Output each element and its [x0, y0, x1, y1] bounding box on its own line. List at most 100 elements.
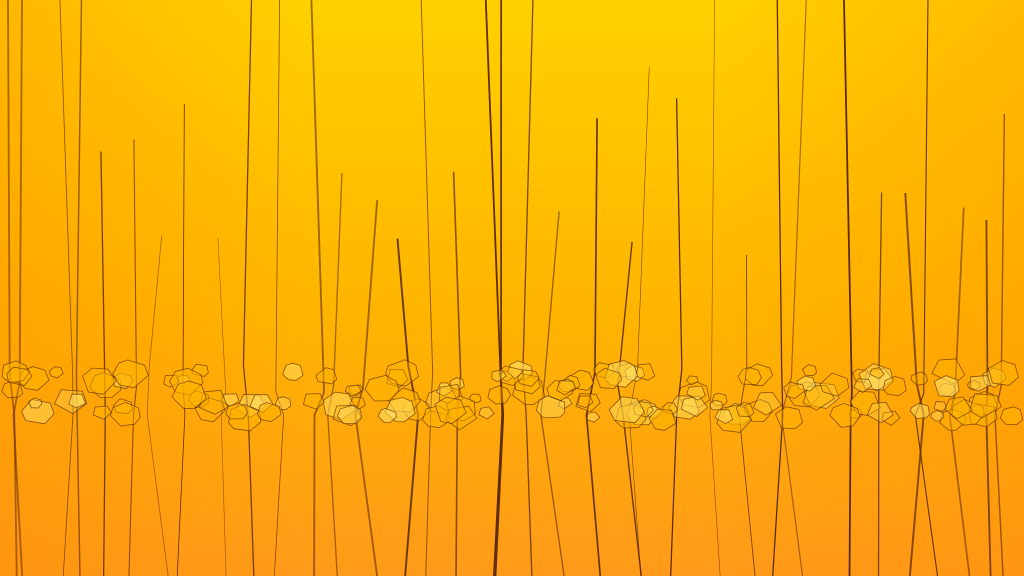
glass-shard — [933, 375, 960, 398]
crack-line — [617, 241, 642, 576]
glass-shard — [614, 403, 647, 429]
glass-shard — [752, 391, 783, 416]
glass-shard — [556, 380, 577, 396]
glass-shard — [386, 369, 409, 388]
glass-shard — [112, 398, 133, 414]
glass-shard — [866, 401, 894, 424]
glass-shard — [819, 372, 850, 397]
glass-shard — [48, 366, 64, 379]
crack-line — [310, 0, 326, 576]
glass-shard — [434, 396, 467, 424]
glass-shard — [987, 360, 1019, 386]
glass-shard — [869, 367, 885, 380]
glass-shard — [377, 407, 397, 424]
glass-shard — [677, 381, 710, 408]
crack-line — [772, 0, 784, 576]
glass-shard — [686, 385, 706, 401]
glass-shard — [853, 378, 873, 393]
glass-shard — [491, 369, 507, 383]
glass-shard — [478, 406, 495, 420]
crack-line — [628, 67, 650, 576]
glass-shard — [337, 404, 363, 425]
glass-shard — [802, 364, 818, 377]
crack-line — [948, 207, 971, 576]
glass-shard — [714, 409, 734, 425]
crack-line — [585, 118, 602, 576]
glass-shard — [535, 395, 566, 419]
crack-line — [420, 0, 434, 576]
glass-shard — [315, 367, 338, 385]
glass-shard — [92, 405, 112, 420]
glass-shard — [586, 411, 601, 423]
glass-shard — [910, 371, 928, 386]
glass-shard — [82, 367, 117, 395]
glass-shard — [802, 384, 835, 411]
glass-shard — [969, 375, 991, 392]
crack-line — [12, 0, 24, 576]
crack-line — [522, 0, 534, 576]
crack-line — [100, 151, 106, 576]
glass-shard — [487, 385, 512, 405]
glass-shard — [171, 380, 207, 410]
glass-shard — [709, 399, 724, 411]
glass-shard — [575, 393, 601, 413]
glass-shard — [344, 384, 362, 398]
glass-shard — [796, 375, 817, 392]
glass-shard — [302, 393, 325, 410]
crack-line — [540, 211, 565, 576]
glass-shard — [498, 365, 525, 387]
crack-line — [217, 238, 227, 576]
glass-shard — [1, 360, 30, 384]
glass-shard — [881, 410, 901, 426]
glass-shard — [256, 402, 282, 423]
glass-shard — [112, 359, 149, 389]
glass-shard — [969, 393, 1002, 419]
glass-shard — [999, 406, 1024, 426]
glass-shard — [1, 380, 24, 399]
glass-shard — [685, 375, 699, 386]
glass-shard — [735, 402, 755, 418]
glass-shard — [829, 402, 861, 428]
crack-line — [7, 0, 18, 576]
glass-shard — [930, 410, 945, 422]
glass-shard — [364, 374, 400, 402]
crack-line — [877, 192, 883, 576]
crack-line — [146, 235, 169, 576]
crack-line — [242, 0, 255, 576]
glass-shard — [803, 382, 840, 409]
glass-shard — [909, 402, 930, 420]
glass-shard — [282, 362, 304, 381]
crack-line — [904, 192, 925, 576]
glass-shard — [68, 393, 87, 409]
glass-shard — [595, 367, 623, 389]
crack-line — [128, 139, 138, 576]
crack-line — [273, 0, 285, 576]
glass-shard — [745, 363, 774, 387]
glass-shard — [516, 369, 540, 387]
crack-line — [738, 254, 756, 576]
glass-shard — [194, 397, 226, 423]
glass-shard — [608, 396, 645, 424]
glass-shard — [882, 375, 907, 397]
glass-shard — [933, 401, 947, 412]
glass-shard — [783, 381, 806, 400]
glass-shard — [775, 406, 803, 430]
glass-shard — [225, 402, 248, 420]
glass-shard — [737, 367, 762, 386]
crack-line — [452, 171, 462, 576]
glass-shard — [21, 399, 55, 425]
glass-shard — [6, 366, 33, 386]
glass-shard — [109, 401, 141, 427]
crack-line — [354, 200, 379, 576]
glass-shard — [648, 408, 677, 431]
glass-shard — [635, 363, 656, 381]
glass-shard — [577, 395, 594, 409]
glass-shard — [944, 396, 973, 420]
crack-line — [709, 0, 721, 576]
crack-line — [493, 0, 504, 576]
glass-shard — [449, 377, 465, 391]
crack-line — [396, 238, 420, 576]
glass-shard — [28, 397, 43, 409]
